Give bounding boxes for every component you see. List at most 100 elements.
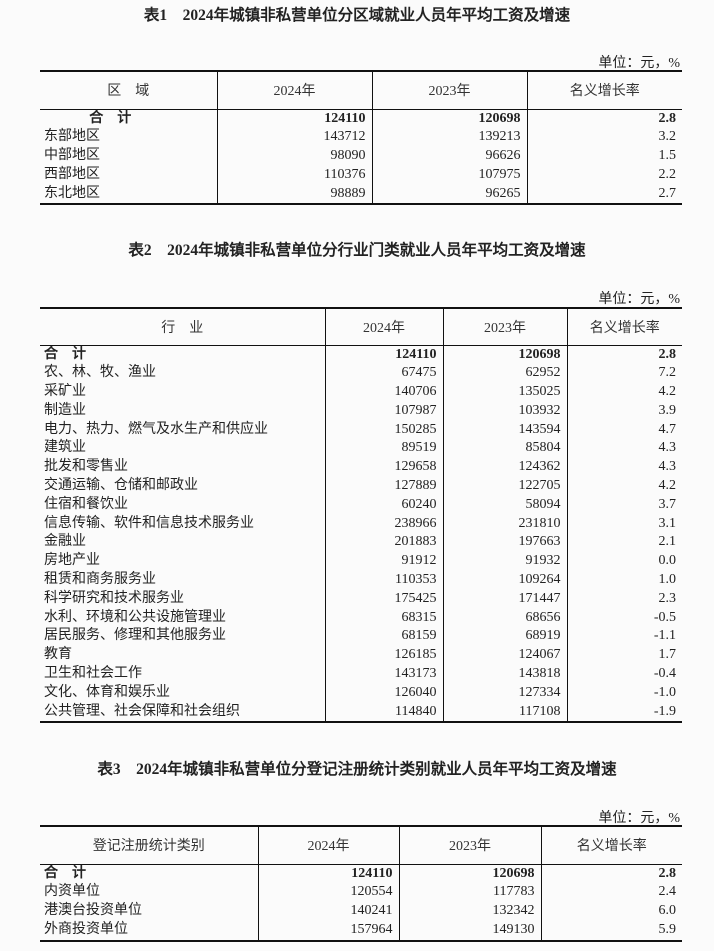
category-cell: 批发和零售业 — [44, 459, 128, 475]
category-cell: 住宿和餐饮业 — [44, 496, 128, 512]
value-2024-cell: 140241 — [257, 902, 399, 921]
table-row: 中部地区 98090 96626 1.5 — [40, 147, 682, 166]
category-cell: 采矿业 — [44, 384, 86, 400]
column-header: 2023年 — [398, 826, 541, 865]
value-2024-cell: 140706 — [324, 383, 443, 402]
table3: 登记注册统计类别 2024年 2023年 名义增长率合 计 124110 120698 2.… — [40, 825, 682, 942]
category-cell: 建筑业 — [44, 440, 86, 456]
growth-rate-cell: 3.7 — [566, 495, 682, 515]
growth-rate-cell: 2.1 — [566, 533, 682, 553]
growth-rate-cell: 4.7 — [566, 420, 682, 440]
growth-rate-cell: 1.7 — [566, 646, 682, 666]
column-header: 名义增长率 — [566, 308, 682, 346]
growth-rate-cell: -1.1 — [566, 627, 682, 647]
value-2024-cell: 124110 — [257, 864, 399, 884]
value-2023-cell: 96265 — [371, 184, 527, 205]
value-2023-cell: 124067 — [442, 646, 567, 666]
growth-rate-cell: 7.2 — [566, 364, 682, 384]
category-cell: 公共管理、社会保障和社会组织 — [44, 703, 240, 719]
value-2023-cell: 143818 — [442, 665, 567, 684]
category-cell: 合 计 — [89, 110, 132, 126]
table-row: 港澳台投资单位 140241 132342 6.0 — [40, 902, 682, 921]
growth-rate-cell: -0.5 — [566, 608, 682, 628]
value-2024-cell: 201883 — [324, 533, 443, 553]
category-cell: 教育 — [44, 647, 72, 663]
value-2023-cell: 197663 — [442, 533, 567, 553]
category-cell: 制造业 — [44, 402, 86, 418]
value-2024-cell: 127889 — [324, 477, 443, 496]
category-cell: 卫生和社会工作 — [44, 666, 142, 682]
growth-rate-cell: -1.0 — [566, 683, 682, 703]
growth-rate-cell: 0.0 — [566, 552, 682, 572]
table-row: 电力、热力、燃气及水生产和供应业 150285 143594 4.7 — [40, 420, 682, 440]
value-2023-cell: 135025 — [442, 383, 567, 402]
value-2023-cell: 96626 — [371, 147, 527, 166]
value-2024-cell: 157964 — [257, 920, 399, 941]
value-2024-cell: 89519 — [324, 439, 443, 459]
column-header: 名义增长率 — [526, 71, 682, 110]
table-row: 批发和零售业 129658 124362 4.3 — [40, 458, 682, 478]
value-2024-cell: 107987 — [324, 401, 443, 421]
total-row: 合 计 124110 120698 2.8 — [40, 864, 682, 884]
table-row: 内资单位 120554 117783 2.4 — [40, 883, 682, 903]
value-2024-cell: 98090 — [216, 147, 372, 166]
value-2023-cell: 139213 — [371, 128, 527, 148]
value-2023-cell: 149130 — [398, 920, 541, 941]
value-2023-cell: 120698 — [442, 345, 567, 365]
value-2023-cell: 117783 — [398, 883, 541, 903]
value-2023-cell: 124362 — [442, 458, 567, 478]
category-cell: 交通运输、仓储和邮政业 — [44, 478, 198, 494]
value-2024-cell: 60240 — [324, 495, 443, 515]
value-2024-cell: 175425 — [324, 589, 443, 609]
table1-title: 表1 2024年城镇非私营单位分区域就业人员年平均工资及增速 — [143, 7, 571, 24]
value-2024-cell: 126040 — [324, 683, 443, 703]
value-2024-cell: 67475 — [324, 364, 443, 384]
value-2024-cell: 68159 — [324, 627, 443, 647]
table-row: 农、林、牧、渔业 67475 62952 7.2 — [40, 364, 682, 384]
column-header: 2024年 — [257, 826, 399, 865]
growth-rate-cell: 4.2 — [566, 383, 682, 402]
table-row: 公共管理、社会保障和社会组织 114840 117108 -1.9 — [40, 702, 682, 723]
table-row: 交通运输、仓储和邮政业 127889 122705 4.2 — [40, 477, 682, 496]
growth-rate-cell: 4.3 — [566, 458, 682, 478]
value-2024-cell: 68315 — [324, 608, 443, 628]
category-cell: 农、林、牧、渔业 — [44, 365, 156, 381]
table-row: 住宿和餐饮业 60240 58094 3.7 — [40, 495, 682, 515]
growth-rate-cell: 4.2 — [566, 477, 682, 496]
value-2023-cell: 143594 — [442, 420, 567, 440]
value-2024-cell: 143712 — [216, 128, 372, 148]
category-cell: 港澳台投资单位 — [44, 903, 142, 919]
category-cell: 内资单位 — [44, 884, 100, 900]
column-header: 2023年 — [371, 71, 527, 110]
growth-rate-cell: 3.2 — [526, 128, 682, 148]
table2-title: 表2 2024年城镇非私营单位分行业门类就业人员年平均工资及增速 — [128, 242, 586, 259]
column-header: 区 域 — [40, 71, 217, 110]
category-cell: 东北地区 — [44, 185, 100, 201]
table-row: 采矿业 140706 135025 4.2 — [40, 383, 682, 402]
category-cell: 文化、体育和娱乐业 — [44, 684, 170, 700]
growth-rate-cell: 5.9 — [540, 920, 682, 941]
value-2024-cell: 110376 — [216, 165, 372, 185]
column-header: 2024年 — [324, 308, 443, 346]
category-cell: 合 计 — [44, 865, 86, 881]
value-2024-cell: 124110 — [216, 109, 372, 129]
value-2023-cell: 68919 — [442, 627, 567, 647]
value-2023-cell: 127334 — [442, 683, 567, 703]
value-2024-cell: 110353 — [324, 571, 443, 590]
growth-rate-cell: 2.8 — [566, 345, 682, 365]
table3-title: 表3 2024年城镇非私营单位分登记注册统计类别就业人员年平均工资及增速 — [97, 761, 617, 778]
category-cell: 电力、热力、燃气及水生产和供应业 — [44, 421, 268, 437]
growth-rate-cell: 2.8 — [526, 109, 682, 129]
header-row: 登记注册统计类别 2024年 2023年 名义增长率 — [40, 826, 682, 865]
value-2024-cell: 126185 — [324, 646, 443, 666]
table-row: 东北地区 98889 96265 2.7 — [40, 184, 682, 205]
value-2024-cell: 150285 — [324, 420, 443, 440]
table-row: 金融业 201883 197663 2.1 — [40, 533, 682, 553]
category-cell: 信息传输、软件和信息技术服务业 — [44, 515, 254, 531]
value-2023-cell: 171447 — [442, 589, 567, 609]
growth-rate-cell: -0.4 — [566, 665, 682, 684]
growth-rate-cell: 1.5 — [526, 147, 682, 166]
category-cell: 外商投资单位 — [44, 921, 128, 937]
column-header: 2024年 — [216, 71, 372, 110]
value-2024-cell: 120554 — [257, 883, 399, 903]
